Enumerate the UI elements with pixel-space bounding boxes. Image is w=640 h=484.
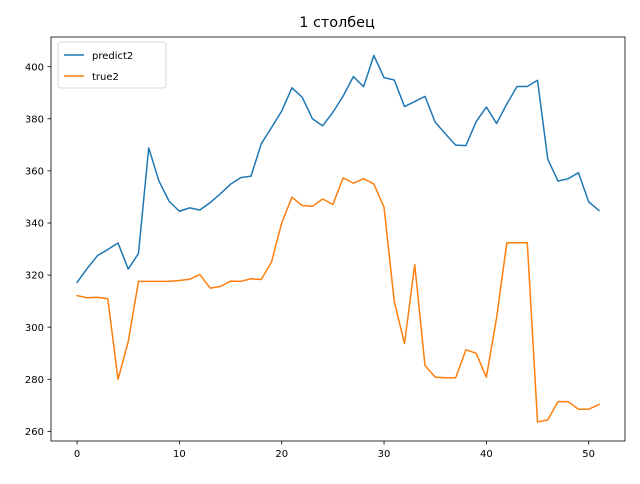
- series-layer: [76, 54, 600, 423]
- legend-box: [57, 41, 167, 89]
- axes-layer: 0 10 20 30 40 50 260 280 300 320 340 360 380 400: [25, 36, 626, 460]
- series-line-predict2: [76, 54, 600, 284]
- y-tick-label: 400: [25, 62, 44, 73]
- y-tick-label: 340: [25, 219, 44, 230]
- x-tick-label: 0: [74, 449, 80, 460]
- x-tick-label: 10: [173, 449, 186, 460]
- y-tick-label: 260: [25, 427, 44, 438]
- x-tick-label: 50: [582, 449, 595, 460]
- plot-background: [51, 37, 625, 441]
- chart-title: 1 столбец: [299, 15, 375, 31]
- axes-frame: [50, 36, 626, 442]
- legend: predict2 true2: [57, 41, 167, 89]
- y-tick-label: 380: [25, 114, 44, 125]
- legend-label-true2: true2: [92, 72, 119, 83]
- y-tick-label: 320: [25, 271, 44, 282]
- series-line-true2: [76, 177, 600, 423]
- plot-area: [51, 37, 625, 441]
- y-tick-label: 360: [25, 166, 44, 177]
- x-tick-label: 40: [480, 449, 493, 460]
- x-tick-label: 20: [275, 449, 288, 460]
- y-tick-label: 280: [25, 375, 44, 386]
- x-tick-label: 30: [378, 449, 391, 460]
- legend-label-predict2: predict2: [92, 51, 133, 62]
- y-tick-label: 300: [25, 323, 44, 334]
